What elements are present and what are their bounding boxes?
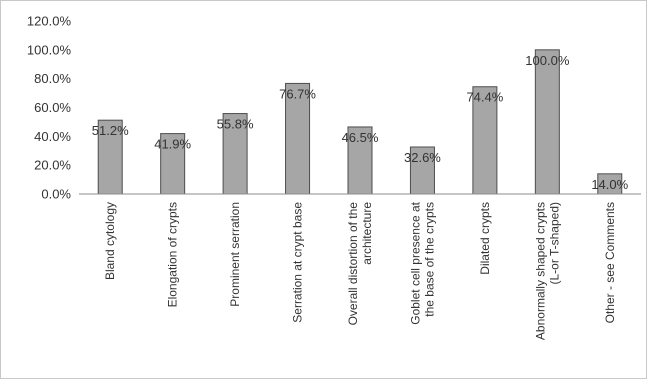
category-label-line: Overall distortion of the (346, 202, 360, 326)
y-tick-label: 60.0% (34, 100, 71, 115)
bars (97, 49, 623, 195)
bar (160, 133, 186, 195)
category-label: Prominent serration (228, 202, 242, 307)
category-label: Overall distortion of the architecture (346, 202, 374, 326)
data-label: 14.0% (591, 177, 628, 192)
y-tick-label: 40.0% (34, 129, 71, 144)
category-label-line: Elongation of crypts (166, 202, 180, 307)
data-label: 55.8% (217, 117, 254, 132)
y-tick-label: 100.0% (27, 42, 72, 57)
bar (97, 119, 123, 195)
category-label: Serration at crypt base (291, 202, 305, 323)
category-label-line: Goblet cell presence at (408, 201, 422, 324)
category-label-line: Bland cytology (103, 202, 117, 280)
category-label-line: (L-or T-shaped) (547, 202, 561, 284)
data-label: 100.0% (525, 53, 570, 68)
y-tick-label: 20.0% (34, 158, 71, 173)
y-tick-label: 0.0% (41, 187, 71, 202)
category-labels: Bland cytology Elongation of crypts Promin… (103, 201, 617, 340)
category-label: Dilated crypts (478, 202, 492, 275)
category-label-line: Prominent serration (228, 202, 242, 307)
data-labels: 51.2% 41.9% 55.8% 76.7% 46.5% 32.6% 74.4% 100.0… (92, 53, 629, 192)
bar (534, 49, 560, 195)
category-label-line: Other - see Comments (603, 202, 617, 323)
category-label: Elongation of crypts (166, 202, 180, 307)
bar (285, 82, 311, 195)
category-label-line: Serration at crypt base (291, 202, 305, 323)
category-label: Other - see Comments (603, 202, 617, 323)
category-label: Bland cytology (103, 202, 117, 280)
data-label: 76.7% (279, 86, 316, 101)
category-label-line: Abnormally shaped crypts (533, 202, 547, 340)
bar (409, 146, 435, 195)
y-tick-label: 80.0% (34, 71, 71, 86)
category-label-line: Dilated crypts (478, 202, 492, 275)
y-tick-label: 120.0% (27, 14, 72, 29)
data-label: 51.2% (92, 123, 129, 138)
data-label: 74.4% (466, 90, 503, 105)
data-label: 32.6% (404, 150, 441, 165)
category-label-line: the base of the crypts (422, 202, 436, 317)
data-label: 46.5% (342, 130, 379, 145)
y-axis: 0.0% 20.0% 40.0% 60.0% 80.0% 100.0% 120.0% (27, 14, 72, 202)
data-label: 41.9% (154, 137, 191, 152)
category-label: Goblet cell presence at the base of the c… (408, 201, 436, 324)
category-label-line: architecture (360, 202, 374, 265)
category-label: Abnormally shaped crypts (L-or T-shaped) (533, 202, 561, 340)
